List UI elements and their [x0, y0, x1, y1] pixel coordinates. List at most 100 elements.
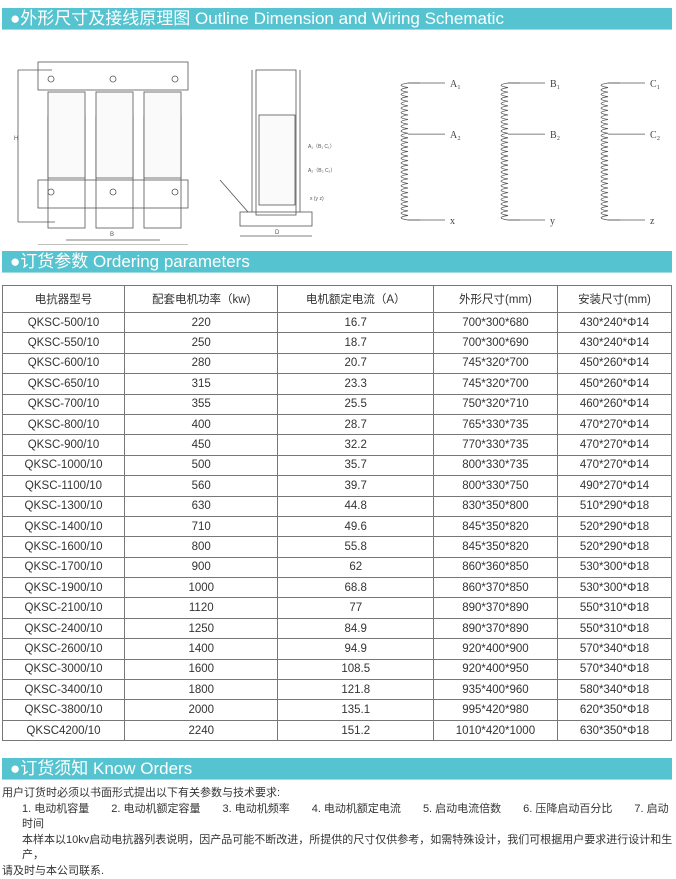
table-cell: 560 — [125, 476, 278, 496]
table-cell: 490*270*Φ14 — [557, 476, 671, 496]
table-cell: 1120 — [125, 598, 278, 618]
column-header: 外形尺寸(mm) — [433, 286, 557, 313]
svg-text:B: B — [110, 232, 114, 238]
table-cell: 745*320*700 — [433, 374, 557, 394]
table-cell: 530*300*Φ18 — [557, 578, 671, 598]
table-cell: 510*290*Φ18 — [557, 496, 671, 516]
table-cell: QKSC-900/10 — [3, 435, 125, 455]
table-cell: 355 — [125, 394, 278, 414]
table-cell: 1400 — [125, 639, 278, 659]
table-cell: 900 — [125, 557, 278, 577]
table-cell: 108.5 — [278, 659, 433, 679]
table-cell: 450*260*Φ14 — [557, 374, 671, 394]
table-cell: QKSC-800/10 — [3, 414, 125, 434]
table-cell: 2000 — [125, 700, 278, 720]
table-cell: 135.1 — [278, 700, 433, 720]
table-cell: QKSC-650/10 — [3, 374, 125, 394]
table-cell: 920*400*950 — [433, 659, 557, 679]
table-cell: QKSC-3000/10 — [3, 659, 125, 679]
table-cell: 77 — [278, 598, 433, 618]
coil-winding — [401, 83, 420, 220]
table-cell: 450*260*Φ14 — [557, 353, 671, 373]
table-cell: 520*290*Φ18 — [557, 537, 671, 557]
table-cell: 630*350*Φ18 — [557, 720, 671, 740]
svg-text:x (y z): x (y z) — [310, 196, 324, 202]
table-cell: QKSC-1300/10 — [3, 496, 125, 516]
table-cell: 520*290*Φ18 — [557, 516, 671, 536]
side-view-drawing: A₁（B₁ C₁） A₂（B₂ C₂） x (y z) D — [220, 70, 336, 236]
table-cell: 430*240*Φ14 — [557, 333, 671, 353]
terminal-label: B₁ — [550, 79, 560, 90]
terminal-label: x — [450, 216, 455, 227]
table-cell: 460*260*Φ14 — [557, 394, 671, 414]
svg-text:A₂（B₂ C₂）: A₂（B₂ C₂） — [308, 168, 336, 174]
table-cell: QKSC-1400/10 — [3, 516, 125, 536]
table-cell: 450 — [125, 435, 278, 455]
table-cell: 765*330*735 — [433, 414, 557, 434]
column-header: 配套电机功率（kw) — [125, 286, 278, 313]
outline-and-wiring-diagram: H B A₁（B₁ C₁） A₂（B₂ C₂） x (y z) D A₁A₂xB… — [0, 40, 676, 245]
table-cell: 845*350*820 — [433, 537, 557, 557]
table-cell: QKSC-3800/10 — [3, 700, 125, 720]
coil-winding — [501, 83, 520, 220]
table-cell: 151.2 — [278, 720, 433, 740]
table-cell: 800 — [125, 537, 278, 557]
table-cell: 570*340*Φ18 — [557, 659, 671, 679]
table-cell: 23.3 — [278, 374, 433, 394]
table-cell: 16.7 — [278, 313, 433, 333]
table-cell: 860*370*850 — [433, 578, 557, 598]
table-cell: 1600 — [125, 659, 278, 679]
column-header: 电机额定电流（A） — [278, 286, 433, 313]
coil-winding — [601, 83, 620, 220]
note-item: 3. 电动机频率 — [222, 803, 289, 815]
table-cell: 570*340*Φ18 — [557, 639, 671, 659]
table-cell: QKSC-3400/10 — [3, 680, 125, 700]
terminal-label: y — [550, 216, 555, 227]
table-cell: 430*240*Φ14 — [557, 313, 671, 333]
table-cell: 39.7 — [278, 476, 433, 496]
table-cell: QKSC-2600/10 — [3, 639, 125, 659]
table-cell: 750*320*710 — [433, 394, 557, 414]
terminal-label: A₁ — [450, 79, 461, 90]
table-cell: 55.8 — [278, 537, 433, 557]
notes-paragraph: 本样本以10kv启动电抗器列表说明，因产品可能不断改进，所提供的尺寸仅供参考，如… — [2, 833, 674, 864]
svg-text:D: D — [275, 230, 280, 236]
table-cell: 745*320*700 — [433, 353, 557, 373]
table-cell: 935*400*960 — [433, 680, 557, 700]
table-cell: 1250 — [125, 618, 278, 638]
table-cell: QKSC-500/10 — [3, 313, 125, 333]
table-cell: 121.8 — [278, 680, 433, 700]
note-item: 2. 电动机额定容量 — [111, 803, 200, 815]
table-cell: QKSC-2100/10 — [3, 598, 125, 618]
table-cell: QKSC-700/10 — [3, 394, 125, 414]
table-cell: 2240 — [125, 720, 278, 740]
table-cell: 830*350*800 — [433, 496, 557, 516]
svg-text:A₁（B₁ C₁）: A₁（B₁ C₁） — [308, 144, 335, 150]
table-cell: 1800 — [125, 680, 278, 700]
table-cell: 890*370*890 — [433, 598, 557, 618]
table-cell: 84.9 — [278, 618, 433, 638]
table-cell: 18.7 — [278, 333, 433, 353]
table-cell: 800*330*750 — [433, 476, 557, 496]
table-cell: QKSC-1000/10 — [3, 455, 125, 475]
table-cell: 44.8 — [278, 496, 433, 516]
table-cell: 32.2 — [278, 435, 433, 455]
table-cell: 62 — [278, 557, 433, 577]
table-cell: 470*270*Φ14 — [557, 435, 671, 455]
note-item: 6. 压降启动百分比 — [523, 803, 612, 815]
section-header-ordering: ●订货参数 Ordering parameters — [2, 251, 672, 273]
table-cell: 920*400*900 — [433, 639, 557, 659]
table-cell: 580*340*Φ18 — [557, 680, 671, 700]
table-cell: 700*300*680 — [433, 313, 557, 333]
table-cell: QKSC-1600/10 — [3, 537, 125, 557]
